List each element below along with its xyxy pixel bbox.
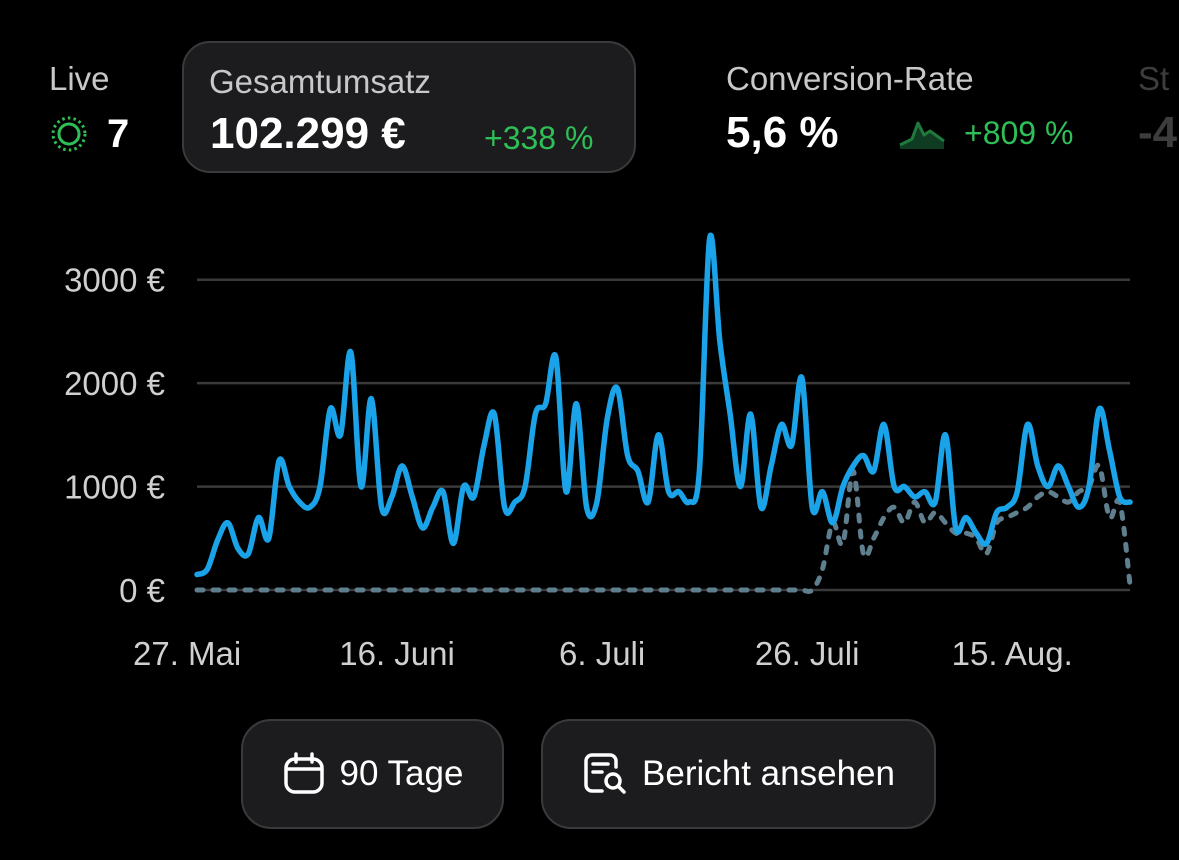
y-tick-label: 3000 € [64, 262, 165, 299]
sparkline-icon [899, 121, 945, 149]
comparison-series-line [194, 462, 1133, 595]
y-tick-label: 1000 € [64, 469, 165, 506]
view-report-button[interactable]: Bericht ansehen [541, 719, 936, 829]
x-tick-label: 16. Juni [339, 635, 455, 672]
x-tick-label: 26. Juli [755, 635, 860, 672]
calendar-icon [283, 752, 324, 794]
x-tick-label: 15. Aug. [952, 635, 1073, 672]
date-range-button[interactable]: 90 Tage [241, 719, 504, 829]
revenue-series-line [194, 232, 1133, 578]
y-tick-label: 0 € [119, 572, 165, 609]
next-metric-value: -4 [1138, 108, 1178, 157]
revenue-line-chart: 0 € 1000 € 2000 € 3000 € 27. Mai 16. Juni 6. … [64, 232, 1133, 672]
date-range-label: 90 Tage [339, 754, 464, 793]
next-metric-label: St [1138, 60, 1170, 97]
conversion-value: 5,6 % [726, 108, 839, 157]
y-tick-label: 2000 € [64, 365, 165, 402]
revenue-label: Gesamtumsatz [209, 63, 431, 100]
view-report-label: Bericht ansehen [642, 754, 895, 793]
revenue-delta: +338 % [484, 120, 594, 156]
revenue-metric-card[interactable]: Gesamtumsatz 102.299 € +338 % [182, 41, 636, 173]
live-count: 7 [107, 112, 130, 156]
live-label: Live [49, 60, 110, 97]
next-metric-partial[interactable]: St -4 [1138, 60, 1177, 155]
report-search-icon [584, 753, 626, 794]
conversion-delta: +809 % [964, 115, 1074, 151]
live-metric[interactable]: Live 7 [49, 60, 129, 154]
revenue-value: 102.299 € [210, 109, 406, 158]
conversion-metric[interactable]: Conversion-Rate 5,6 % +809 % [726, 60, 1073, 155]
live-pulse-icon [51, 116, 87, 152]
conversion-label: Conversion-Rate [726, 60, 974, 97]
x-tick-label: 27. Mai [133, 635, 241, 672]
x-tick-label: 6. Juli [559, 635, 645, 672]
